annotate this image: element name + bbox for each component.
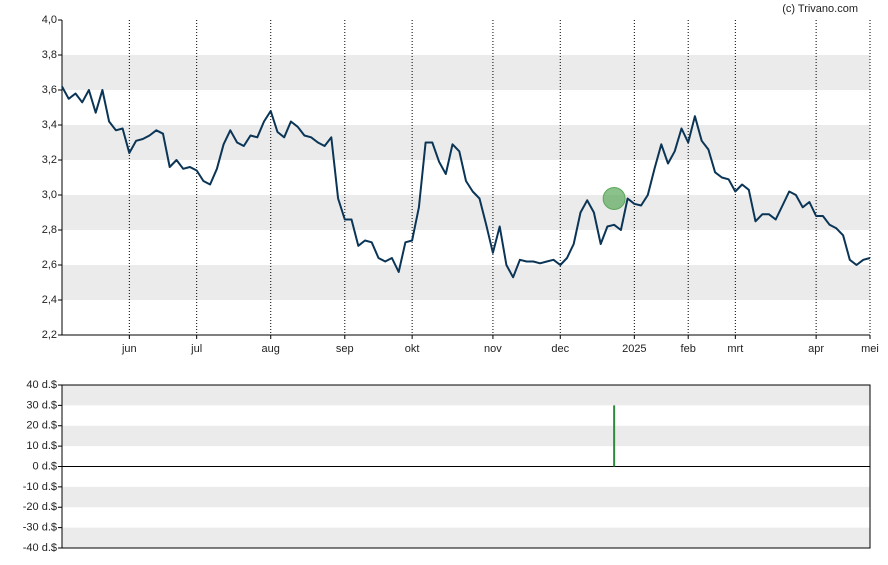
x-tick-label: mei (861, 343, 879, 355)
y-tick-label: 10 d.$ (26, 440, 57, 452)
y-tick-label: -20 d.$ (23, 501, 57, 513)
grid-band (62, 527, 870, 548)
y-tick-label: 20 d.$ (26, 420, 57, 432)
y-tick-label: 3,4 (42, 119, 57, 131)
x-tick-label: okt (405, 343, 420, 355)
y-tick-label: 4,0 (42, 14, 57, 26)
x-tick-label: aug (262, 343, 280, 355)
x-tick-label: mrt (727, 343, 743, 355)
y-tick-label: 0 d.$ (33, 460, 57, 472)
y-tick-label: 3,0 (42, 189, 57, 201)
source: (c) Trivano.com (782, 3, 858, 15)
grid-band (62, 125, 870, 160)
y-tick-label: 30 d.$ (26, 399, 57, 411)
y-tick-label: 40 d.$ (26, 379, 57, 391)
y-tick-label: 2,8 (42, 224, 57, 236)
x-tick-label: jun (121, 343, 137, 355)
grid-band (62, 265, 870, 300)
x-tick-label: dec (551, 343, 569, 355)
x-tick-label: jul (190, 343, 202, 355)
x-tick-label: nov (484, 343, 502, 355)
y-tick-label: -30 d.$ (23, 522, 57, 534)
y-tick-label: 2,6 (42, 259, 57, 271)
y-tick-label: -10 d.$ (23, 481, 57, 493)
y-tick-label: -40 d.$ (23, 542, 57, 554)
x-tick-label: apr (808, 343, 824, 355)
x-tick-label: sep (336, 343, 354, 355)
x-tick-label: feb (681, 343, 696, 355)
y-tick-label: 3,6 (42, 84, 57, 96)
grid-band (62, 55, 870, 90)
y-tick-label: 2,4 (42, 294, 57, 306)
grid-band (62, 486, 870, 508)
x-tick-label: 2025 (622, 343, 646, 355)
y-tick-label: 2,2 (42, 329, 57, 341)
grid-band (62, 195, 870, 230)
grid-band (62, 385, 870, 406)
y-tick-label: 3,2 (42, 154, 57, 166)
price-line (61, 86, 871, 279)
event-marker (602, 187, 626, 210)
grid-band (62, 425, 870, 447)
y-tick-label: 3,8 (42, 49, 57, 61)
